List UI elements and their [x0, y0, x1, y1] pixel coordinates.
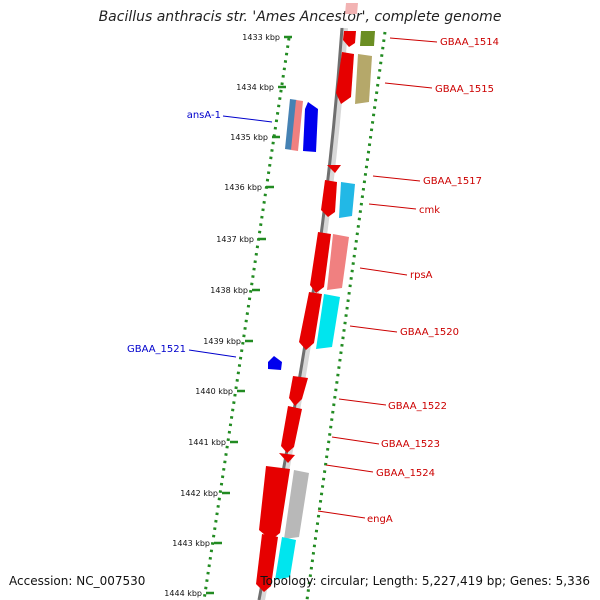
gene-label: cmk — [419, 205, 440, 216]
tick-label: 1444 kbp — [164, 589, 202, 598]
leader-line — [349, 325, 398, 333]
gene-label: GBAA_1522 — [388, 401, 447, 412]
leader-line — [188, 349, 237, 358]
tick-group: 1433 kbp 1434 kbp 1435 kbp 1436 kbp 1437 kbp… — [164, 33, 292, 598]
gene-feature — [343, 31, 356, 47]
gene-feature — [327, 165, 341, 173]
leader-line — [368, 203, 417, 210]
tick-label: 1442 kbp — [180, 489, 218, 498]
tick-label: 1437 kbp — [216, 235, 254, 244]
tick-label: 1443 kbp — [172, 539, 210, 548]
gene-feature — [316, 294, 340, 349]
tick-label: 1439 kbp — [203, 337, 241, 346]
tick-label: 1433 kbp — [242, 33, 280, 42]
leader-line — [384, 82, 433, 89]
gene-feature — [339, 182, 355, 218]
gene-label: GBAA_1517 — [423, 176, 482, 187]
gene-feature — [268, 356, 282, 370]
inner-ring-dotted — [202, 37, 291, 600]
forward-features — [256, 3, 375, 592]
gene-label: GBAA_1520 — [400, 327, 459, 338]
gene-feature — [289, 376, 308, 406]
gene-label: GBAA_1515 — [435, 84, 494, 95]
gene-feature — [299, 292, 322, 350]
outer-ring-dotted — [305, 31, 387, 600]
leader-line — [325, 464, 374, 473]
gene-label: GBAA_1514 — [440, 37, 499, 48]
leader-line — [389, 37, 438, 43]
tick-label: 1438 kbp — [210, 286, 248, 295]
gene-feature — [345, 3, 358, 14]
gene-label: ansA-1 — [187, 110, 221, 121]
gene-label: GBAA_1521 — [127, 344, 186, 355]
gene-feature — [291, 100, 303, 151]
leader-line — [222, 115, 273, 123]
tick-label: 1441 kbp — [188, 438, 226, 447]
label-leader-lines — [188, 37, 438, 519]
tick-label: 1435 kbp — [230, 133, 268, 142]
tick-label: 1436 kbp — [224, 183, 262, 192]
leader-line — [317, 510, 366, 519]
map-title: Bacillus anthracis str. 'Ames Ancestor',… — [98, 9, 502, 25]
gene-feature — [336, 52, 354, 104]
gene-feature — [285, 99, 297, 150]
gene-feature — [279, 453, 295, 463]
accession-text: Accession: NC_007530 — [9, 574, 146, 588]
gene-feature — [284, 470, 309, 539]
gene-feature — [275, 537, 296, 580]
leader-line — [372, 175, 421, 182]
leader-line — [359, 267, 408, 276]
gene-feature — [259, 466, 290, 540]
gene-feature — [281, 406, 302, 453]
gene-feature — [310, 232, 331, 293]
gene-label: rpsA — [410, 270, 433, 281]
gene-feature — [360, 31, 375, 46]
gene-label: GBAA_1524 — [376, 468, 435, 479]
reverse-features — [268, 99, 318, 370]
gene-label: GBAA_1523 — [381, 439, 440, 450]
gene-feature — [256, 534, 278, 592]
leader-line — [338, 398, 387, 406]
gene-feature — [303, 102, 318, 152]
leader-line — [331, 436, 380, 445]
genome-stats: Topology: circular; Length: 5,227,419 bp… — [260, 574, 590, 588]
gene-feature — [327, 234, 349, 290]
gene-feature — [355, 54, 372, 104]
tick-label: 1434 kbp — [236, 83, 274, 92]
gene-label: engA — [367, 514, 393, 525]
gene-feature — [321, 180, 337, 217]
tick-label: 1440 kbp — [195, 387, 233, 396]
